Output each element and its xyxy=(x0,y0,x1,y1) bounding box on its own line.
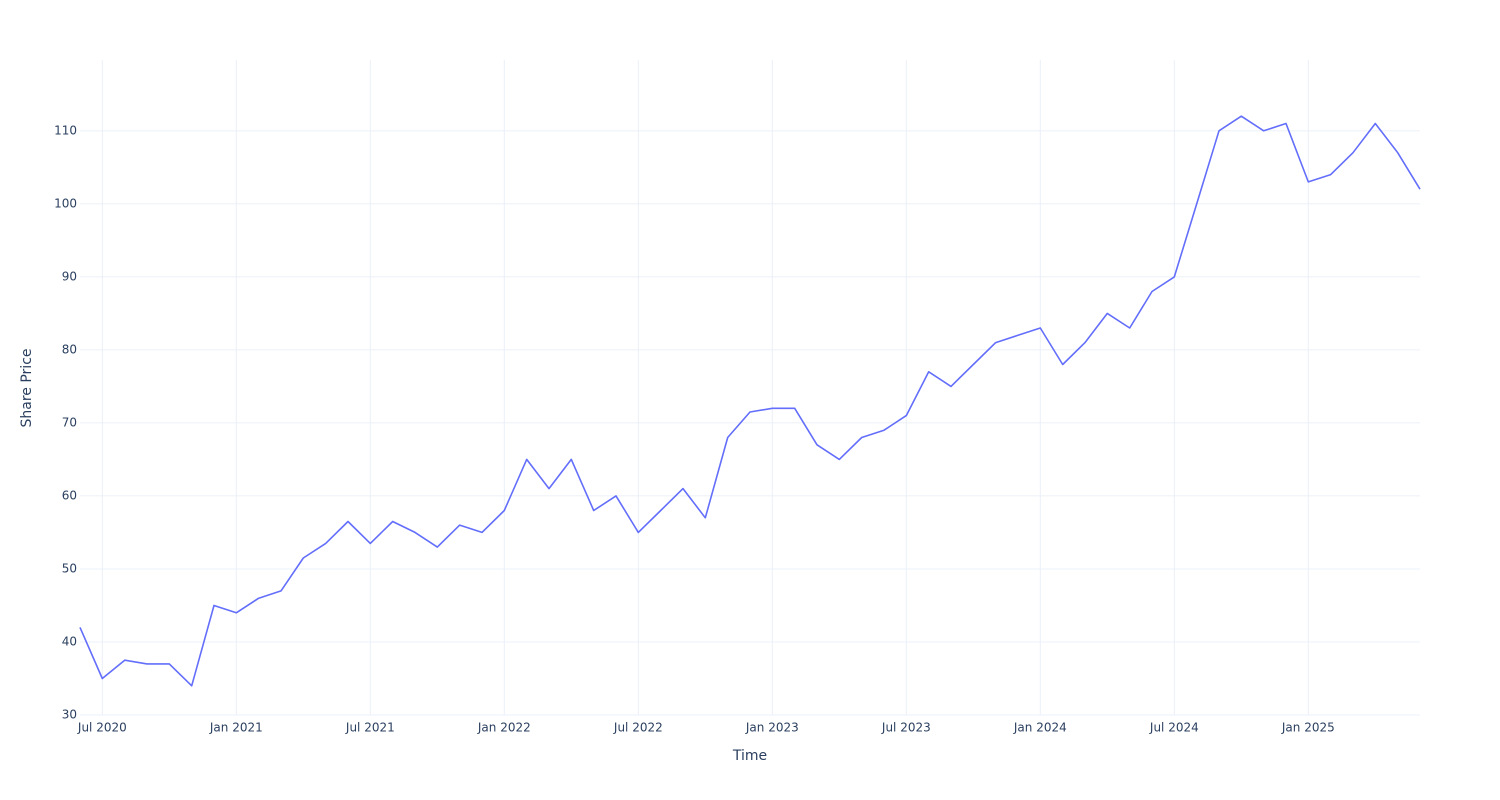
x-tick-label: Jul 2021 xyxy=(345,721,395,735)
y-tick-label: 80 xyxy=(62,342,77,356)
y-tick-label: 50 xyxy=(62,561,77,575)
x-tick-label: Jul 2022 xyxy=(613,721,663,735)
y-tick-label: 100 xyxy=(54,196,77,210)
x-tick-label: Jul 2023 xyxy=(881,721,931,735)
x-tick-label: Jul 2024 xyxy=(1149,721,1199,735)
y-tick-label: 30 xyxy=(62,708,77,722)
x-axis-title: Time xyxy=(732,748,767,764)
y-tick-label: 40 xyxy=(62,634,77,648)
y-axis-title: Share Price xyxy=(19,348,35,427)
x-tick-label: Jan 2022 xyxy=(477,721,531,735)
price-line xyxy=(79,115,1421,687)
x-tick-label: Jan 2021 xyxy=(209,721,263,735)
x-tick-label: Jul 2020 xyxy=(77,721,127,735)
y-tick-label: 70 xyxy=(62,415,77,429)
x-tick-label: Jan 2025 xyxy=(1281,721,1335,735)
x-tick-label: Jan 2024 xyxy=(1013,721,1067,735)
y-tick-label: 60 xyxy=(62,488,77,502)
x-tick-label: Jan 2023 xyxy=(745,721,799,735)
y-tick-label: 110 xyxy=(54,123,77,137)
y-tick-label: 90 xyxy=(62,269,77,283)
